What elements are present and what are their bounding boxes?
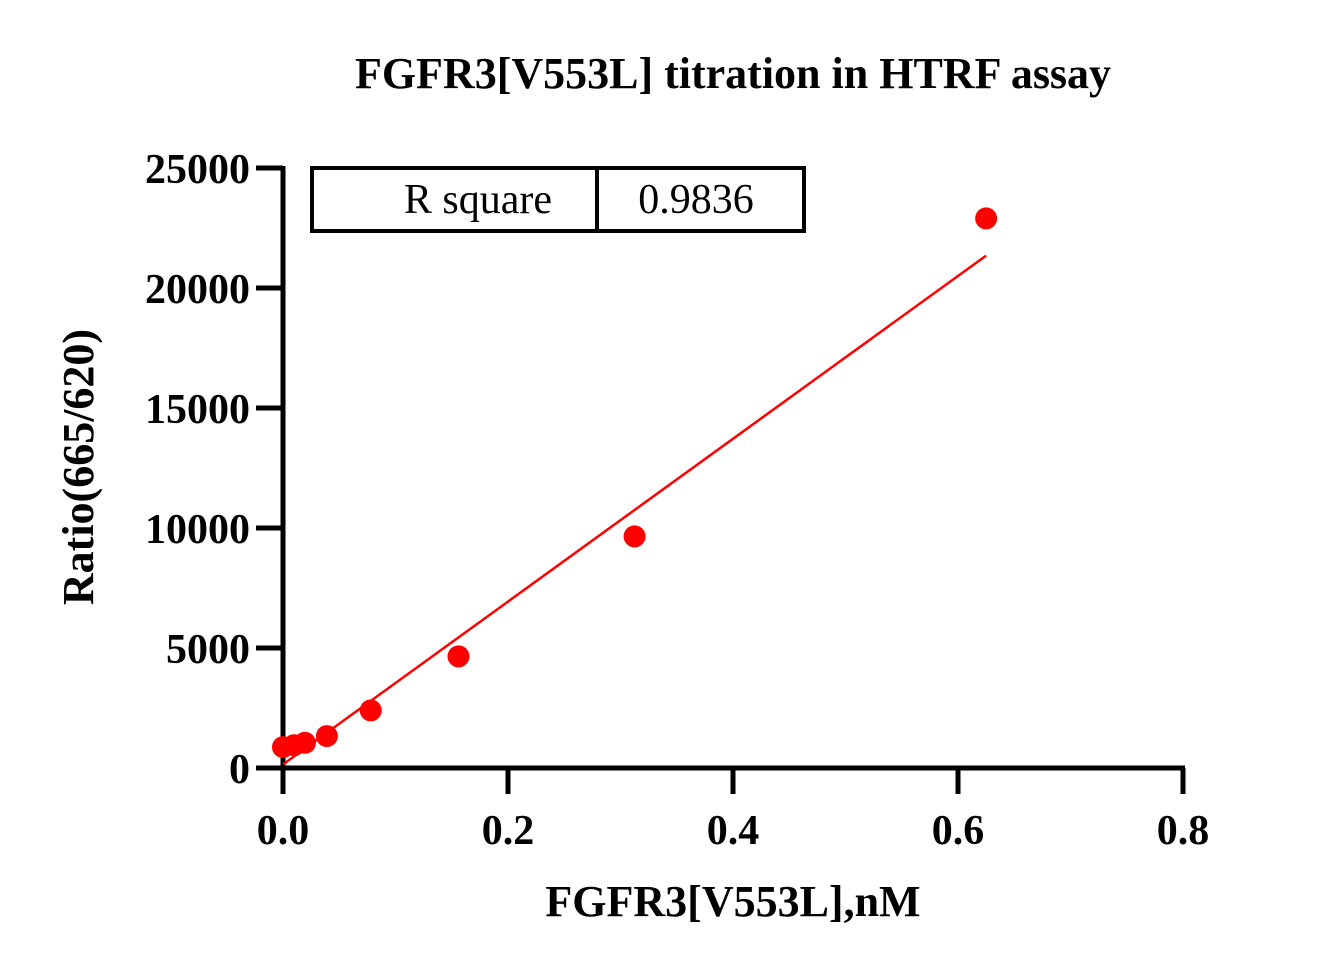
chart-title: FGFR3[V553L] titration in HTRF assay (355, 49, 1111, 98)
data-point (315, 725, 338, 748)
x-tick-label: 0.4 (707, 808, 760, 854)
x-tick-label: 0.2 (482, 808, 535, 854)
r-square-table: R square 0.9836 (310, 166, 806, 233)
data-point (623, 525, 646, 548)
y-tick-label: 5000 (166, 627, 250, 673)
data-point (975, 207, 998, 230)
r-square-label: R square (404, 177, 552, 223)
x-tick-label: 0.8 (1157, 808, 1210, 854)
data-point (359, 699, 382, 722)
x-tick-label: 0.0 (257, 808, 310, 854)
data-point (293, 731, 316, 754)
r-square-table-border (310, 166, 806, 233)
fit-line (282, 254, 987, 766)
x-axis-label: FGFR3[V553L],nM (545, 877, 920, 926)
y-tick-label: 10000 (145, 507, 250, 553)
y-tick-label: 25000 (145, 147, 250, 193)
x-tick-label: 0.6 (932, 808, 985, 854)
y-tick-label: 0 (229, 747, 250, 793)
y-tick-label: 20000 (145, 267, 250, 313)
data-points (272, 207, 998, 759)
data-point (447, 645, 470, 668)
y-tick-label: 15000 (145, 387, 250, 433)
y-axis-label: Ratio(665/620) (54, 329, 103, 605)
y-axis: 0 5000 10000 15000 20000 25000 (145, 147, 286, 793)
r-square-value: 0.9836 (638, 177, 754, 223)
fit-line-group (282, 254, 987, 766)
x-axis: 0.0 0.2 0.4 0.6 0.8 (257, 765, 1210, 854)
